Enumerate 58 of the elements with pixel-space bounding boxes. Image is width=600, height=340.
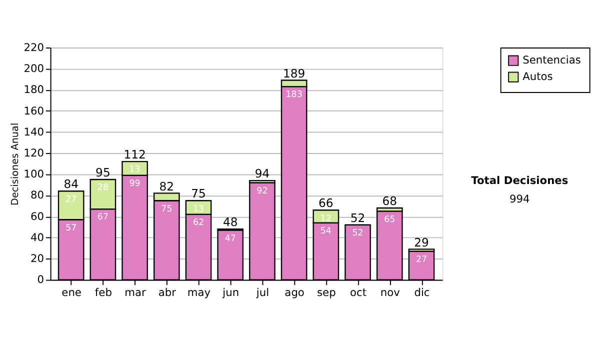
legend-label: Autos [522, 70, 554, 83]
data-label: 67 [97, 212, 108, 223]
x-tick-label: nov [380, 286, 400, 299]
data-label: 52 [352, 228, 364, 239]
y-axis-title: Decisiones Anual [10, 122, 21, 206]
total-label: 29 [414, 235, 429, 250]
text: 994 [510, 192, 530, 206]
x-tick-label: ago [284, 286, 304, 299]
data-label: 57 [66, 223, 77, 234]
legend-label: Sentencias [522, 54, 582, 66]
y-tick-label: 40 [30, 230, 44, 244]
text: Total Decisiones [471, 174, 568, 187]
y-tick-label: 220 [24, 40, 44, 54]
data-label: 65 [384, 214, 396, 225]
data-label: 12 [320, 214, 332, 224]
y-tick-label: 0 [37, 273, 44, 286]
total-label: 95 [96, 166, 110, 180]
x-tick-label: dic [414, 286, 430, 299]
x-tick-label: mar [124, 286, 147, 299]
data-label: 99 [129, 178, 140, 189]
x-tick-label: feb [94, 286, 112, 299]
data-label: 13 [192, 204, 204, 214]
y-tick-label: 80 [30, 188, 44, 202]
total-label: 75 [191, 186, 206, 201]
x-tick-label: oct [350, 286, 367, 299]
data-label: 75 [161, 204, 172, 214]
x-tick-label: abr [158, 286, 177, 299]
total-label: 82 [159, 179, 174, 194]
x-tick-label: ene [62, 286, 82, 299]
data-label: 47 [224, 234, 236, 244]
y-tick-label: 120 [24, 146, 44, 160]
y-tick-label: 200 [24, 62, 44, 76]
x-tick-label: jul [255, 286, 270, 299]
data-label: 27 [416, 254, 428, 265]
y-tick-label: 60 [30, 210, 44, 223]
total-label: 84 [64, 177, 78, 192]
total-label: 112 [124, 148, 146, 162]
data-label: 13 [129, 165, 140, 176]
data-label: 28 [97, 183, 108, 194]
total-label: 68 [382, 194, 398, 208]
data-label: 54 [320, 226, 332, 236]
y-tick-label: 100 [24, 168, 44, 181]
data-label: 183 [286, 90, 302, 100]
total-label: 52 [350, 210, 366, 225]
y-tick-label: 160 [24, 104, 44, 118]
x-tick-label: sep [316, 286, 336, 299]
total-label: 94 [254, 166, 270, 181]
y-tick-label: 20 [30, 252, 44, 266]
x-tick-label: may [187, 286, 211, 299]
data-label: 62 [192, 218, 204, 228]
total-label: 189 [282, 66, 306, 80]
x-tick-label: jun [222, 286, 240, 299]
data-label: 92 [256, 186, 268, 196]
total-label: 48 [222, 215, 238, 230]
y-tick-label: 180 [24, 83, 44, 96]
total-label: 66 [318, 196, 334, 210]
y-tick-label: 140 [24, 125, 44, 138]
data-label: 27 [66, 194, 77, 205]
